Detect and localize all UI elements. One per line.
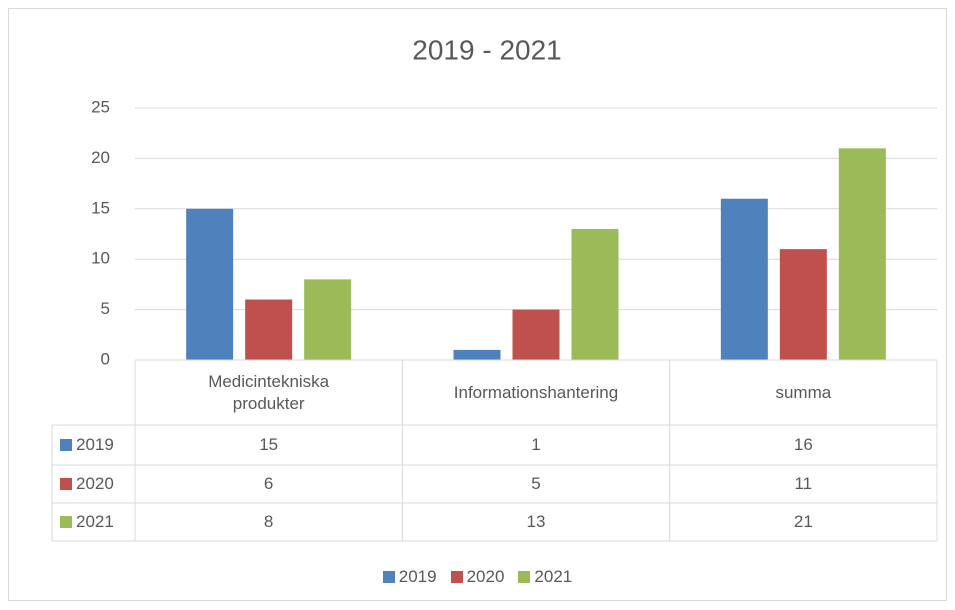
series-name: 2019 bbox=[76, 435, 114, 454]
legend-key bbox=[518, 571, 531, 583]
bar bbox=[304, 279, 352, 360]
table-value: 16 bbox=[793, 435, 813, 454]
x-tick-label: Informationshantering bbox=[453, 382, 619, 402]
bar bbox=[453, 349, 501, 360]
chart-title: 2019 - 2021 bbox=[412, 34, 561, 65]
bar bbox=[838, 148, 886, 360]
legend-label: 2020 bbox=[466, 567, 505, 586]
series-name: 2020 bbox=[76, 474, 114, 493]
legend-label: 2021 bbox=[534, 567, 573, 586]
y-tick-label: 15 bbox=[91, 198, 110, 217]
table-row-header: 2020 bbox=[52, 465, 135, 503]
legend-key bbox=[450, 571, 463, 583]
legend-item: 2019 bbox=[382, 564, 437, 590]
legend-key bbox=[60, 478, 72, 490]
table-value: 5 bbox=[531, 474, 541, 493]
bar bbox=[779, 249, 827, 360]
table-value: 1 bbox=[531, 435, 541, 454]
y-tick-label: 20 bbox=[91, 148, 110, 167]
legend-key bbox=[60, 516, 72, 528]
legend-item: 2020 bbox=[450, 564, 505, 590]
bar bbox=[720, 198, 768, 360]
legend-item: 2021 bbox=[518, 564, 572, 590]
y-tick-label: 5 bbox=[101, 299, 110, 318]
series-name: 2021 bbox=[76, 512, 114, 531]
legend-key bbox=[382, 571, 395, 583]
bar bbox=[186, 208, 234, 360]
legend-key bbox=[60, 439, 72, 451]
table-value: 8 bbox=[263, 512, 274, 531]
table-value: 21 bbox=[793, 512, 813, 531]
y-tick-label: 25 bbox=[91, 97, 110, 116]
table-row-header: 2021 bbox=[52, 503, 135, 541]
bar bbox=[571, 228, 619, 360]
x-tick-label: summa bbox=[775, 382, 832, 402]
bar bbox=[512, 309, 560, 360]
table-row-header: 2019 bbox=[52, 425, 135, 465]
table-value: 15 bbox=[259, 435, 279, 454]
bar bbox=[245, 299, 293, 360]
y-tick-label: 10 bbox=[91, 249, 110, 268]
table-value: 13 bbox=[526, 512, 546, 531]
y-tick-label: 0 bbox=[101, 349, 110, 368]
legend-label: 2019 bbox=[398, 567, 437, 586]
x-tick-label: Medicintekniska produkter bbox=[208, 371, 330, 413]
legend: 2019 2020 2021 bbox=[0, 564, 955, 590]
table-value: 6 bbox=[263, 474, 274, 493]
table-value: 11 bbox=[794, 474, 813, 493]
